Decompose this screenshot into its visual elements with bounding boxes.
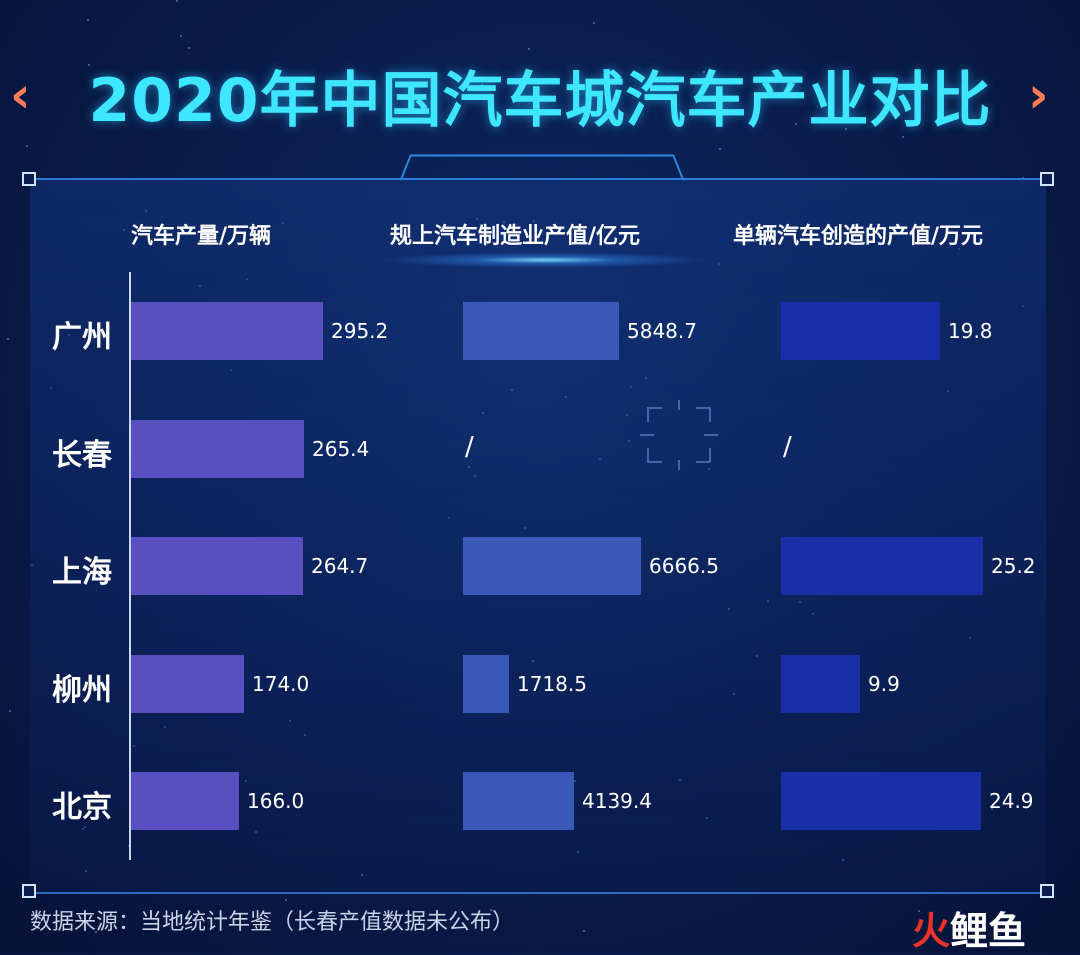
- crosshair-decoration: [640, 400, 718, 470]
- bar: [463, 655, 509, 713]
- watermark-part2: 鲤鱼: [950, 909, 1027, 953]
- data-label: 4139.4: [582, 789, 652, 813]
- data-label: 174.0: [252, 672, 310, 696]
- bar: [131, 420, 304, 478]
- header-glow-decoration: [380, 252, 710, 268]
- bar: [131, 302, 323, 360]
- column-header-value-per-vehicle: 单辆汽车创造的产值/万元: [733, 224, 984, 249]
- data-label: 5848.7: [627, 319, 697, 343]
- data-label: 1718.5: [517, 672, 587, 696]
- corner-marker: [22, 172, 36, 186]
- corner-marker: [1040, 884, 1054, 898]
- data-label: 9.9: [868, 672, 900, 696]
- column-header-output-value: 规上汽车制造业产值/亿元: [390, 224, 641, 249]
- bar: [463, 772, 574, 830]
- category-label: 北京: [52, 790, 112, 825]
- data-label: 24.9: [989, 789, 1034, 813]
- data-label: 264.7: [311, 554, 369, 578]
- corner-marker: [1040, 172, 1054, 186]
- chart-title: 2020年中国汽车城汽车产业对比: [88, 66, 992, 136]
- category-label: 广州: [52, 320, 112, 355]
- data-label: 265.4: [312, 437, 370, 461]
- data-label: 295.2: [331, 319, 389, 343]
- bar: [781, 655, 860, 713]
- bar: [463, 302, 619, 360]
- bar: [131, 772, 239, 830]
- data-label: 25.2: [991, 554, 1036, 578]
- data-source-note: 数据来源：当地统计年鉴（长春产值数据未公布）: [30, 910, 515, 935]
- column-header-production: 汽车产量/万辆: [131, 224, 272, 249]
- bar: [131, 537, 303, 595]
- watermark-logo: 火鲤鱼: [912, 900, 1026, 955]
- data-label: 19.8: [948, 319, 993, 343]
- category-axis-line: [129, 272, 131, 860]
- category-label: 长春: [52, 438, 112, 473]
- bar: [463, 537, 641, 595]
- missing-value-label: /: [783, 432, 792, 462]
- bar: [131, 655, 244, 713]
- bar: [781, 537, 983, 595]
- data-label: 166.0: [247, 789, 305, 813]
- bar: [781, 772, 981, 830]
- data-label: 6666.5: [649, 554, 719, 578]
- bar: [781, 302, 940, 360]
- missing-value-label: /: [465, 432, 474, 462]
- panel-tab-decoration: [399, 154, 685, 181]
- category-label: 上海: [52, 555, 112, 590]
- category-label: 柳州: [52, 673, 112, 708]
- chevron-left-icon: ‹: [10, 66, 31, 124]
- chevron-right-icon: ›: [1028, 66, 1049, 124]
- watermark-part1: 火: [912, 909, 951, 953]
- corner-marker: [22, 884, 36, 898]
